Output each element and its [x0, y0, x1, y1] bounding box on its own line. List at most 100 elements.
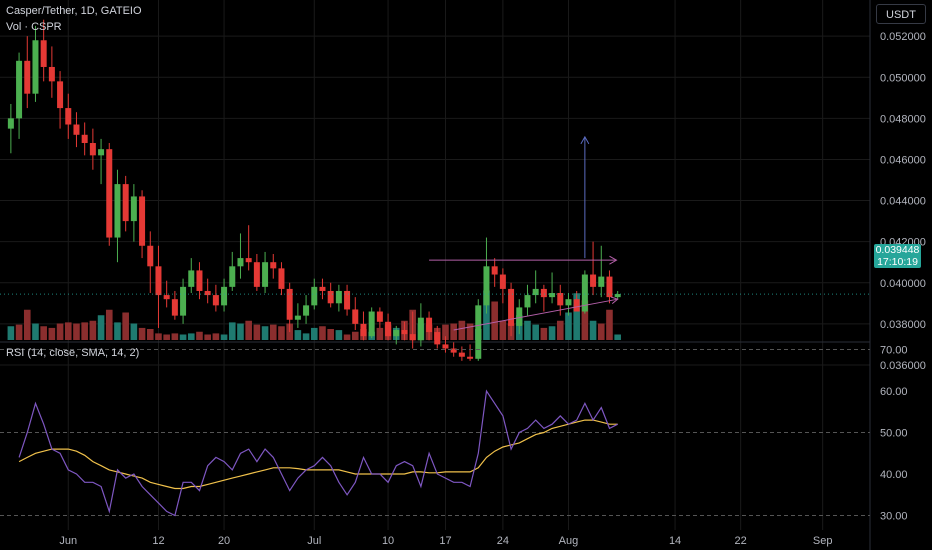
candle-up	[598, 276, 605, 287]
resistance-arrowhead	[609, 255, 618, 265]
candle-down	[540, 288, 547, 298]
candle-up	[221, 286, 228, 306]
support-trendline	[453, 298, 618, 331]
candle-up	[303, 305, 310, 316]
candle-down	[245, 258, 252, 263]
volume-bar	[483, 290, 490, 340]
candle-down	[508, 288, 515, 326]
volume-label: Vol · CSPR	[6, 21, 62, 33]
symbol-title: Casper/Tether, 1D, GATEIO	[6, 5, 142, 17]
volume-bar	[122, 312, 129, 340]
volume-bar	[56, 323, 64, 340]
currency-button[interactable]: USDT	[876, 4, 926, 24]
volume-bar	[335, 330, 343, 340]
candle-down	[253, 262, 260, 287]
candle-up	[335, 290, 342, 304]
volume-bar	[187, 333, 195, 340]
candle-down	[196, 270, 203, 291]
volume-bar	[565, 312, 572, 340]
candle-down	[81, 134, 88, 144]
candle-up	[188, 270, 195, 287]
candle-up	[294, 315, 301, 320]
volume-bar	[376, 327, 384, 340]
rsi-tick-label: 60.00	[880, 386, 908, 398]
candle-up	[311, 286, 318, 306]
volume-bar	[253, 324, 261, 340]
candle-up	[32, 40, 39, 94]
price-tick-label: 0.052000	[880, 31, 926, 43]
rsi-tick-label: 70.00	[880, 345, 908, 357]
volume-bar	[606, 309, 613, 340]
candle-down	[450, 348, 457, 353]
volume-bar	[302, 333, 310, 340]
candle-down	[491, 266, 498, 275]
time-tick-label: Jun	[59, 535, 77, 547]
candle-up	[524, 295, 531, 308]
price-tick-label: 0.038000	[880, 319, 926, 331]
candle-down	[89, 143, 96, 156]
price-tick-label: 0.036000	[880, 360, 926, 372]
candle-up	[114, 184, 121, 238]
candle-down	[57, 81, 64, 109]
volume-bar	[589, 320, 597, 340]
candle-down	[171, 299, 178, 316]
last-price-badge: 0.039448 17:10:19	[874, 244, 921, 268]
rsi-sma-line	[18, 419, 618, 490]
candle-down	[606, 276, 613, 298]
candle-down	[278, 268, 285, 289]
support-arrowhead	[610, 296, 619, 305]
candle-up	[483, 266, 490, 306]
candle-down	[24, 60, 31, 94]
candle-down	[122, 184, 129, 222]
volume-bar	[581, 300, 589, 340]
target-arrowhead	[580, 135, 590, 145]
volume-bar	[237, 323, 244, 340]
candle-down	[286, 288, 293, 320]
candle-down	[212, 295, 219, 306]
volume-bar	[220, 334, 228, 340]
bar-countdown: 17:10:19	[877, 256, 918, 268]
volume-bar	[130, 323, 138, 340]
candle-down	[163, 295, 170, 300]
time-tick-label: 24	[497, 535, 509, 547]
rsi-indicator-label: RSI (14, close, SMA, 14, 2)	[6, 347, 140, 359]
volume-bar	[245, 320, 252, 340]
candle-down	[319, 286, 326, 291]
volume-bar	[48, 327, 56, 340]
volume-bar	[114, 322, 121, 340]
volume-bar	[15, 324, 23, 340]
volume-bar	[146, 329, 154, 340]
volume-bar	[319, 326, 326, 340]
candle-down	[426, 317, 433, 333]
volume-bar	[138, 327, 146, 340]
candle-up	[549, 293, 556, 298]
candle-down	[139, 196, 146, 246]
volume-bar	[573, 293, 580, 340]
volume-bar	[204, 334, 211, 340]
volume-bar	[196, 331, 203, 340]
volume-bar	[442, 324, 449, 340]
volume-bar	[351, 331, 359, 340]
candle-down	[573, 299, 580, 312]
volume-bar	[40, 326, 47, 340]
candle-down	[327, 290, 334, 304]
volume-bar	[73, 323, 80, 340]
candle-down	[557, 293, 564, 306]
volume-bar	[458, 320, 466, 340]
volume-bar	[327, 329, 334, 340]
volume-bar	[261, 326, 269, 340]
time-tick-label: Jul	[307, 535, 321, 547]
candle-up	[7, 118, 14, 129]
volume-bar	[171, 333, 179, 340]
volume-bar	[81, 322, 88, 340]
price-tick-label: 0.046000	[880, 154, 926, 166]
volume-bar	[524, 320, 531, 340]
time-tick-label: 14	[669, 535, 681, 547]
volume-bar	[23, 309, 31, 340]
time-tick-label: 12	[152, 535, 164, 547]
volume-bar	[614, 334, 621, 340]
candle-down	[73, 124, 80, 135]
volume-bar	[105, 309, 113, 340]
volume-bar	[64, 322, 72, 340]
